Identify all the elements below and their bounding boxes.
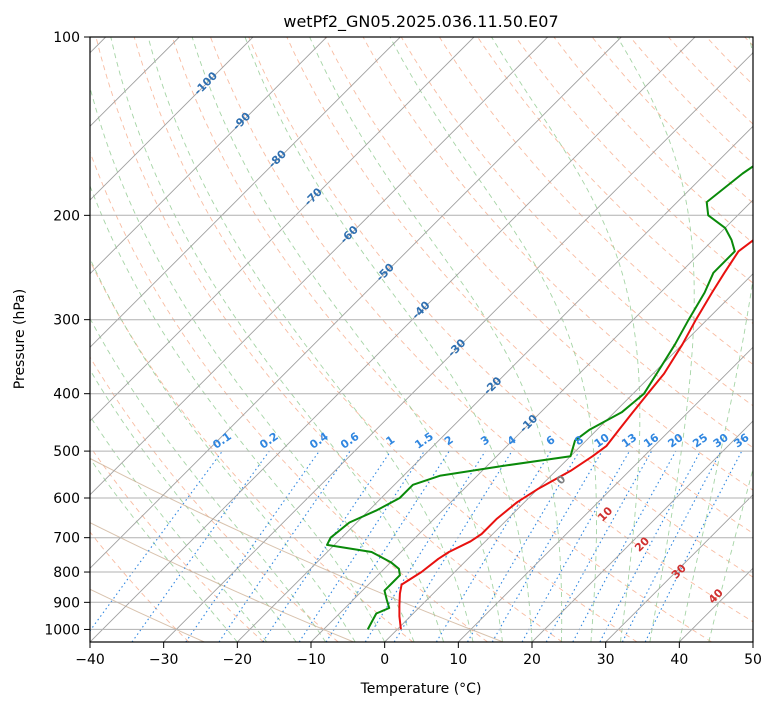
y-tick-label: 500 xyxy=(53,444,80,460)
mixing-ratio-line xyxy=(467,450,580,642)
x-tick-label: −30 xyxy=(149,652,179,668)
isotherm-line xyxy=(90,37,401,348)
moist-adiabat xyxy=(90,184,386,642)
moist-adiabat xyxy=(616,37,695,642)
dry-adiabat xyxy=(439,37,753,365)
mixing-ratio-line xyxy=(90,450,223,632)
x-axis: −40 −30 −20 −10 0 10 20 30 40 50 xyxy=(75,642,762,668)
x-tick-label: −20 xyxy=(223,652,253,668)
background-lines xyxy=(90,37,753,642)
moist-adiabat xyxy=(90,457,238,642)
dry-adiabat xyxy=(133,37,638,642)
x-tick-label: 20 xyxy=(523,652,541,668)
moist-adiabat xyxy=(90,257,356,642)
plot-frame xyxy=(89,36,754,643)
isotherm-line xyxy=(605,494,753,642)
mixing-ratio-line xyxy=(435,450,552,642)
isotherm-line xyxy=(457,346,753,642)
x-tick-label: −10 xyxy=(296,652,326,668)
y-axis-title: Pressure (hPa) xyxy=(12,289,28,389)
mixing-ratio-line xyxy=(393,450,513,642)
moist-adiabat xyxy=(389,37,597,642)
dry-adiabat xyxy=(248,37,753,578)
dry-adiabat xyxy=(286,37,753,534)
isotherm-line xyxy=(163,52,753,642)
x-tick-label: 30 xyxy=(597,652,615,668)
mixing-ratio-line xyxy=(521,450,630,642)
dry-adiabat xyxy=(90,356,339,642)
pressure-gridlines xyxy=(90,37,753,630)
dry-adiabat xyxy=(95,37,563,642)
dry-adiabat xyxy=(400,37,753,407)
dewpoint-line xyxy=(326,165,753,630)
mixing-ratio-line xyxy=(572,450,677,642)
mixing-ratio-line xyxy=(131,450,270,642)
y-tick-label: 600 xyxy=(53,491,80,507)
isotherm-line xyxy=(236,125,753,642)
moist-adiabat xyxy=(147,37,474,642)
y-tick-label: 400 xyxy=(53,387,80,403)
y-tick-label: 1000 xyxy=(44,622,80,638)
mixing-ratio-line xyxy=(185,450,320,642)
mixing-ratio-line xyxy=(298,450,425,642)
moist-adiabat xyxy=(90,415,268,642)
x-tick-label: 50 xyxy=(744,652,762,668)
x-tick-label: 0 xyxy=(380,652,389,668)
dry-adiabat xyxy=(90,259,414,642)
isotherm-line xyxy=(90,37,475,422)
y-tick-label: 100 xyxy=(53,30,80,46)
isotherm-line xyxy=(90,37,696,642)
temperature-line xyxy=(398,239,753,630)
x-tick-label: 10 xyxy=(449,652,467,668)
isotherm-line xyxy=(90,37,622,569)
moist-adiabat xyxy=(309,37,563,642)
moist-adiabat xyxy=(491,37,641,642)
dry-adiabat xyxy=(324,37,753,491)
y-tick-label: 300 xyxy=(53,313,80,329)
y-axis: 1000 900 800 700 600 500 400 300 200 100 xyxy=(44,30,90,638)
isentrope-line xyxy=(90,457,504,642)
isotherm-line xyxy=(531,420,753,642)
isotherm-line xyxy=(384,273,753,642)
isotherm-line xyxy=(90,37,254,201)
isentrope-line xyxy=(90,522,354,642)
isotherm-line xyxy=(90,37,328,275)
moist-adiabat xyxy=(244,37,533,642)
isotherm-line xyxy=(90,37,549,496)
moist-adiabat xyxy=(110,37,445,642)
profile-series xyxy=(326,165,753,630)
isotherm-line xyxy=(310,199,753,642)
dry-adiabat xyxy=(90,531,190,642)
y-tick-label: 700 xyxy=(53,531,80,547)
dry-adiabat xyxy=(210,37,753,623)
x-axis-title: Temperature (°C) xyxy=(360,681,482,697)
y-tick-label: 800 xyxy=(53,565,80,581)
x-tick-label: −40 xyxy=(75,652,105,668)
x-tick-label: 40 xyxy=(670,652,688,668)
y-tick-label: 200 xyxy=(53,208,80,224)
chart-title: wetPf2_GN05.2025.036.11.50.E07 xyxy=(283,12,558,32)
mixing-ratio-line xyxy=(491,450,603,642)
mixing-ratio-line xyxy=(325,450,450,642)
y-tick-label: 900 xyxy=(53,595,80,611)
